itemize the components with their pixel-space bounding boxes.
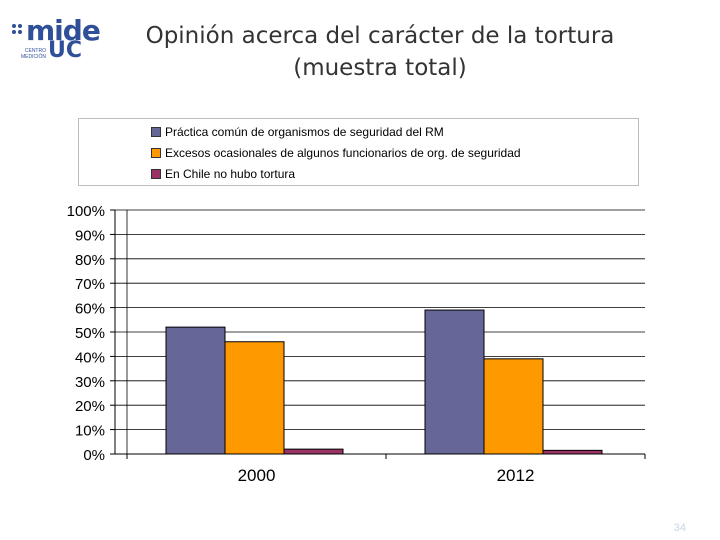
legend-label-3: En Chile no hubo tortura [165, 167, 296, 181]
legend-item-1: Práctica común de organismos de segurida… [151, 122, 444, 142]
bar-2000-series-2 [224, 341, 285, 455]
page-number: 34 [673, 522, 686, 534]
y-tick-label: 20% [75, 398, 105, 415]
y-tick-label: 50% [75, 325, 105, 342]
y-tick-label: 80% [75, 252, 105, 269]
title-line-2: (muestra total) [293, 55, 467, 81]
chart-legend: Práctica común de organismos de segurida… [78, 118, 639, 186]
logo-uc: UC [48, 38, 83, 63]
legend-label-1: Práctica común de organismos de segurida… [165, 125, 444, 139]
y-tick-label: 90% [75, 227, 105, 244]
x-tick-label: 2000 [238, 466, 276, 485]
legend-swatch-3 [151, 169, 161, 179]
y-tick-label: 100% [67, 203, 105, 220]
legend-item-2: Excesos ocasionales de algunos funcionar… [151, 143, 521, 163]
logo-dots-icon [12, 24, 22, 34]
bar-2012-series-2 [483, 358, 544, 455]
bar-2012-series-1 [424, 309, 485, 455]
logo-text: mide [26, 14, 101, 47]
legend-label-2: Excesos ocasionales de algunos funcionar… [165, 146, 521, 160]
logo: mide CENTRO MEDICIÓN UC [8, 8, 101, 68]
y-tick-label: 60% [75, 301, 105, 318]
logo-subtext: CENTRO MEDICIÓN [21, 48, 46, 60]
slide-title: Opinión acerca del carácter de la tortur… [120, 20, 640, 84]
bar-2012-series-3 [542, 449, 603, 455]
title-line-1: Opinión acerca del carácter de la tortur… [145, 23, 615, 49]
y-tick-label: 70% [75, 276, 105, 293]
x-tick-label: 2012 [497, 466, 535, 485]
legend-swatch-1 [151, 127, 161, 137]
legend-swatch-2 [151, 148, 161, 158]
y-tick-label: 10% [75, 423, 105, 440]
y-tick-label: 30% [75, 374, 105, 391]
y-tick-label: 0% [83, 447, 105, 464]
y-tick-label: 40% [75, 349, 105, 366]
bar-2000-series-1 [165, 326, 226, 455]
legend-item-3: En Chile no hubo tortura [151, 164, 295, 184]
bar-2000-series-3 [283, 448, 344, 455]
